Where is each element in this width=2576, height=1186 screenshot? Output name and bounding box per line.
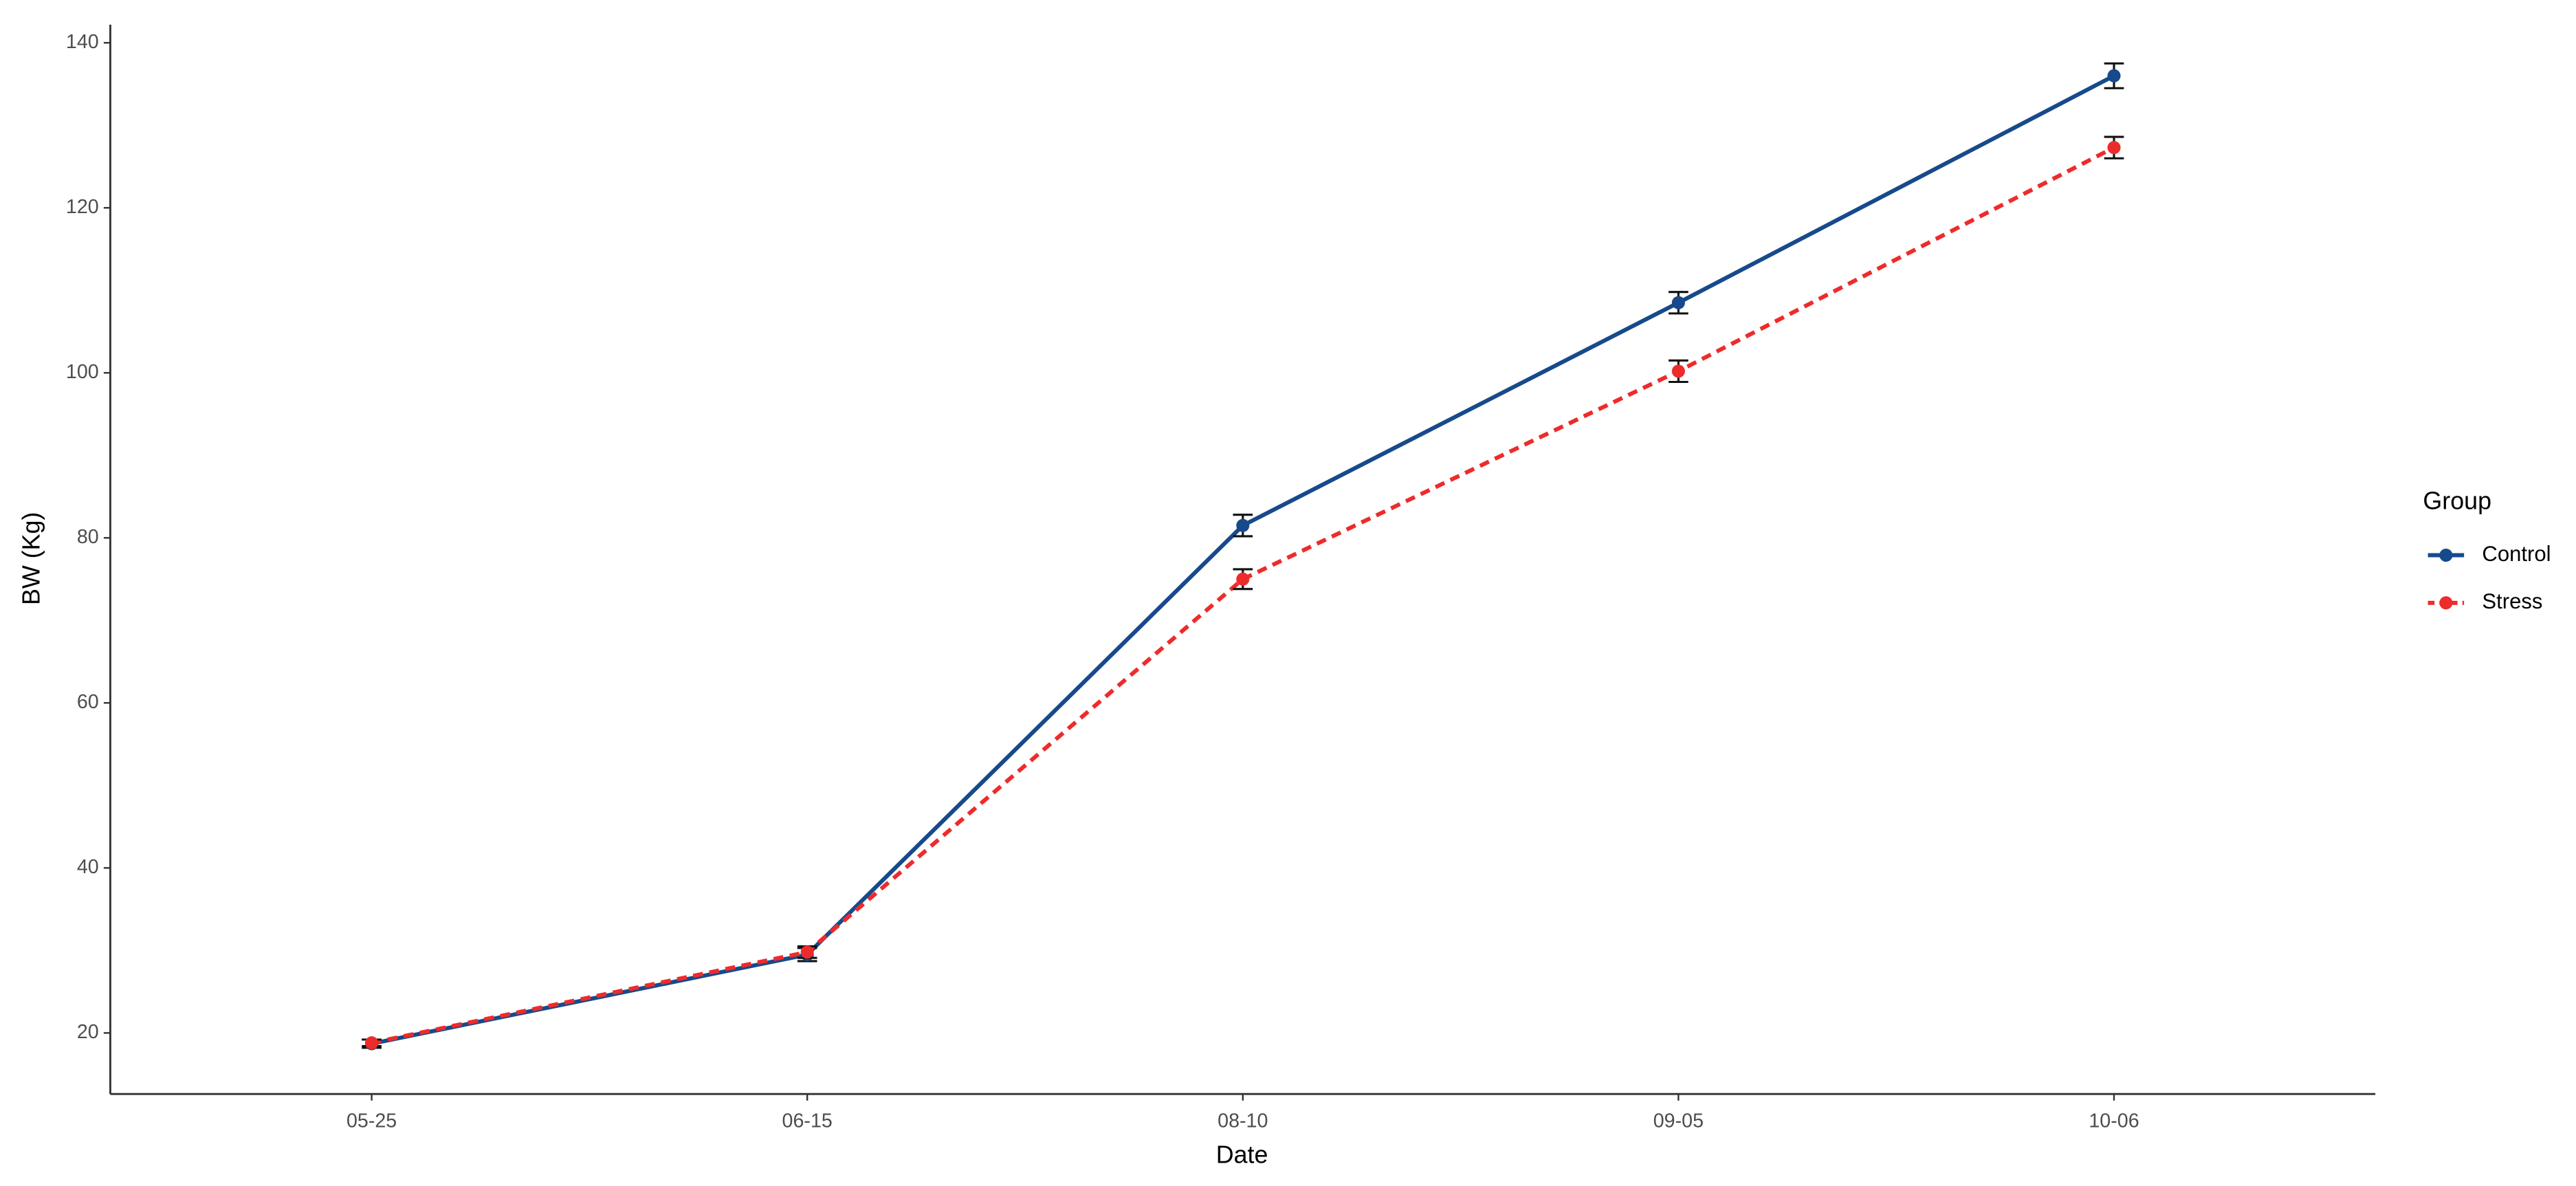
y-tick-label: 80: [77, 526, 99, 548]
point: [800, 945, 814, 959]
series-line: [371, 74, 2115, 1046]
x-tick-label: 09-05: [1653, 1110, 1704, 1132]
legend-label: Stress: [2482, 589, 2542, 613]
y-tick-label: 100: [66, 361, 99, 383]
y-tick-label: 140: [66, 31, 99, 53]
point: [1236, 518, 1250, 532]
point: [1236, 572, 1250, 586]
point: [1671, 364, 1685, 378]
point: [2107, 141, 2121, 155]
point: [1671, 296, 1685, 309]
series-line: [371, 146, 2115, 1045]
legend-key-point: [2439, 596, 2453, 610]
x-tick-label: 05-25: [346, 1110, 397, 1132]
legend-key-point: [2439, 548, 2453, 562]
point: [365, 1036, 379, 1050]
y-tick-label: 60: [77, 691, 99, 713]
y-tick-label: 20: [77, 1021, 99, 1043]
x-tick-label: 06-15: [782, 1110, 833, 1132]
x-tick-label: 08-10: [1218, 1110, 1268, 1132]
x-axis-title: Date: [1216, 1141, 1268, 1168]
y-axis-title: BW (Kg): [18, 512, 45, 605]
legend-label: Control: [2482, 542, 2551, 566]
legend-title: Group: [2423, 487, 2491, 515]
point: [2107, 69, 2121, 83]
y-tick-label: 120: [66, 196, 99, 218]
y-tick-label: 40: [77, 856, 99, 878]
x-tick-label: 10-06: [2089, 1110, 2139, 1132]
